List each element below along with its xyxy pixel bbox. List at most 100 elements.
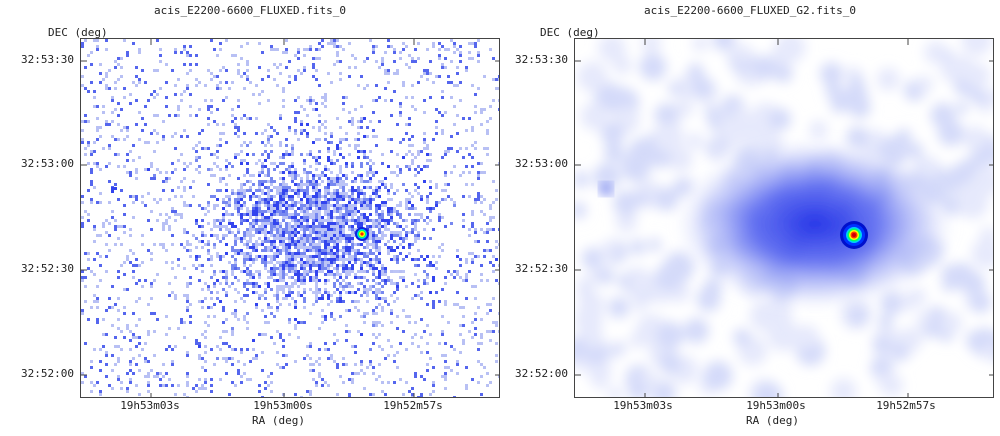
count-pixel xyxy=(255,195,258,198)
count-pixel xyxy=(354,198,357,201)
count-pixel xyxy=(288,252,291,255)
count-pixel xyxy=(348,282,351,285)
count-pixel xyxy=(198,165,201,168)
count-pixel xyxy=(243,234,246,237)
count-pixel xyxy=(453,201,456,204)
count-pixel xyxy=(240,204,243,207)
count-pixel xyxy=(336,270,339,273)
count-pixel xyxy=(285,225,288,228)
count-pixel xyxy=(498,330,499,333)
count-pixel xyxy=(300,234,303,237)
count-pixel xyxy=(456,84,459,87)
count-pixel xyxy=(276,84,279,87)
count-pixel xyxy=(369,360,372,363)
count-pixel xyxy=(375,321,378,324)
count-pixel xyxy=(234,225,237,228)
count-pixel xyxy=(324,120,327,123)
count-pixel xyxy=(219,255,222,258)
count-pixel xyxy=(258,255,261,258)
count-pixel xyxy=(369,180,372,183)
count-pixel xyxy=(210,78,213,81)
count-pixel xyxy=(189,105,192,108)
count-pixel xyxy=(312,237,315,240)
count-pixel xyxy=(345,234,348,237)
count-pixel xyxy=(120,387,123,390)
count-pixel xyxy=(165,261,168,264)
count-pixel xyxy=(408,207,411,210)
count-pixel xyxy=(432,303,435,306)
count-pixel xyxy=(252,285,255,288)
count-pixel xyxy=(393,255,396,258)
count-pixel xyxy=(381,210,384,213)
count-pixel xyxy=(315,204,318,207)
count-pixel xyxy=(321,45,324,48)
count-pixel xyxy=(126,324,129,327)
count-pixel xyxy=(378,375,381,378)
count-pixel xyxy=(387,165,390,168)
count-pixel xyxy=(417,231,420,234)
count-pixel xyxy=(282,243,285,246)
count-pixel xyxy=(102,225,105,228)
count-pixel xyxy=(297,255,300,258)
count-pixel xyxy=(345,195,348,198)
count-pixel xyxy=(261,51,264,54)
count-pixel xyxy=(348,153,351,156)
count-pixel xyxy=(300,222,303,225)
count-pixel xyxy=(183,168,186,171)
count-pixel xyxy=(90,360,93,363)
count-pixel xyxy=(267,168,270,171)
count-pixel xyxy=(249,180,252,183)
count-pixel xyxy=(303,234,306,237)
count-pixel xyxy=(282,192,285,195)
count-pixel xyxy=(351,195,354,198)
count-pixel xyxy=(300,264,303,267)
count-pixel xyxy=(480,264,483,267)
count-pixel xyxy=(402,219,405,222)
count-pixel xyxy=(465,261,468,264)
count-pixel xyxy=(333,276,336,279)
count-pixel xyxy=(267,180,270,183)
count-pixel xyxy=(414,294,417,297)
count-pixel xyxy=(213,234,216,237)
count-pixel xyxy=(435,183,438,186)
count-pixel xyxy=(405,285,408,288)
count-pixel xyxy=(375,291,378,294)
count-pixel xyxy=(366,219,369,222)
count-pixel xyxy=(432,381,435,384)
count-pixel xyxy=(237,249,240,252)
x-tick-label: 19h53m00s xyxy=(253,399,313,412)
count-pixel xyxy=(441,90,444,93)
count-pixel xyxy=(354,207,357,210)
count-pixel xyxy=(393,240,396,243)
count-pixel xyxy=(276,330,279,333)
count-pixel xyxy=(93,273,96,276)
count-pixel xyxy=(273,294,276,297)
image-frame[interactable] xyxy=(574,38,994,398)
count-pixel xyxy=(414,48,417,51)
smoothed-blob xyxy=(656,321,684,350)
count-pixel xyxy=(405,96,408,99)
count-pixel xyxy=(210,174,213,177)
count-pixel xyxy=(309,198,312,201)
count-pixel xyxy=(105,87,108,90)
count-pixel xyxy=(111,216,114,219)
count-pixel xyxy=(378,237,381,240)
count-pixel xyxy=(474,198,477,201)
count-pixel xyxy=(342,48,345,51)
count-pixel xyxy=(210,297,213,300)
count-pixel xyxy=(336,240,339,243)
y-tick-label: 32:53:00 xyxy=(21,157,74,170)
count-pixel xyxy=(81,381,84,384)
count-pixel xyxy=(492,330,495,333)
count-pixel xyxy=(297,285,300,288)
count-pixel xyxy=(228,174,231,177)
image-frame[interactable] xyxy=(80,38,500,398)
count-pixel xyxy=(372,48,375,51)
count-pixel xyxy=(294,324,297,327)
count-pixel xyxy=(267,222,270,225)
count-pixel xyxy=(165,105,168,108)
count-pixel xyxy=(390,150,393,153)
count-pixel xyxy=(477,348,480,351)
smoothed-blob xyxy=(593,163,621,191)
count-pixel xyxy=(312,249,315,252)
